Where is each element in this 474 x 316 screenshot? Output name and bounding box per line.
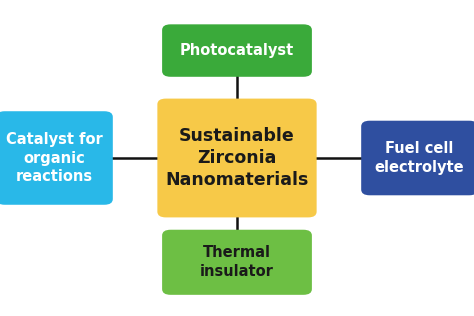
Text: Photocatalyst: Photocatalyst [180,43,294,58]
FancyBboxPatch shape [361,121,474,195]
Text: Sustainable
Zirconia
Nanomaterials: Sustainable Zirconia Nanomaterials [165,127,309,189]
FancyBboxPatch shape [0,111,113,205]
Text: Catalyst for
organic
reactions: Catalyst for organic reactions [6,132,103,184]
Text: Thermal
insulator: Thermal insulator [200,246,274,279]
FancyBboxPatch shape [162,24,312,77]
FancyBboxPatch shape [157,99,317,217]
FancyBboxPatch shape [162,230,312,295]
Text: Fuel cell
electrolyte: Fuel cell electrolyte [374,141,465,175]
